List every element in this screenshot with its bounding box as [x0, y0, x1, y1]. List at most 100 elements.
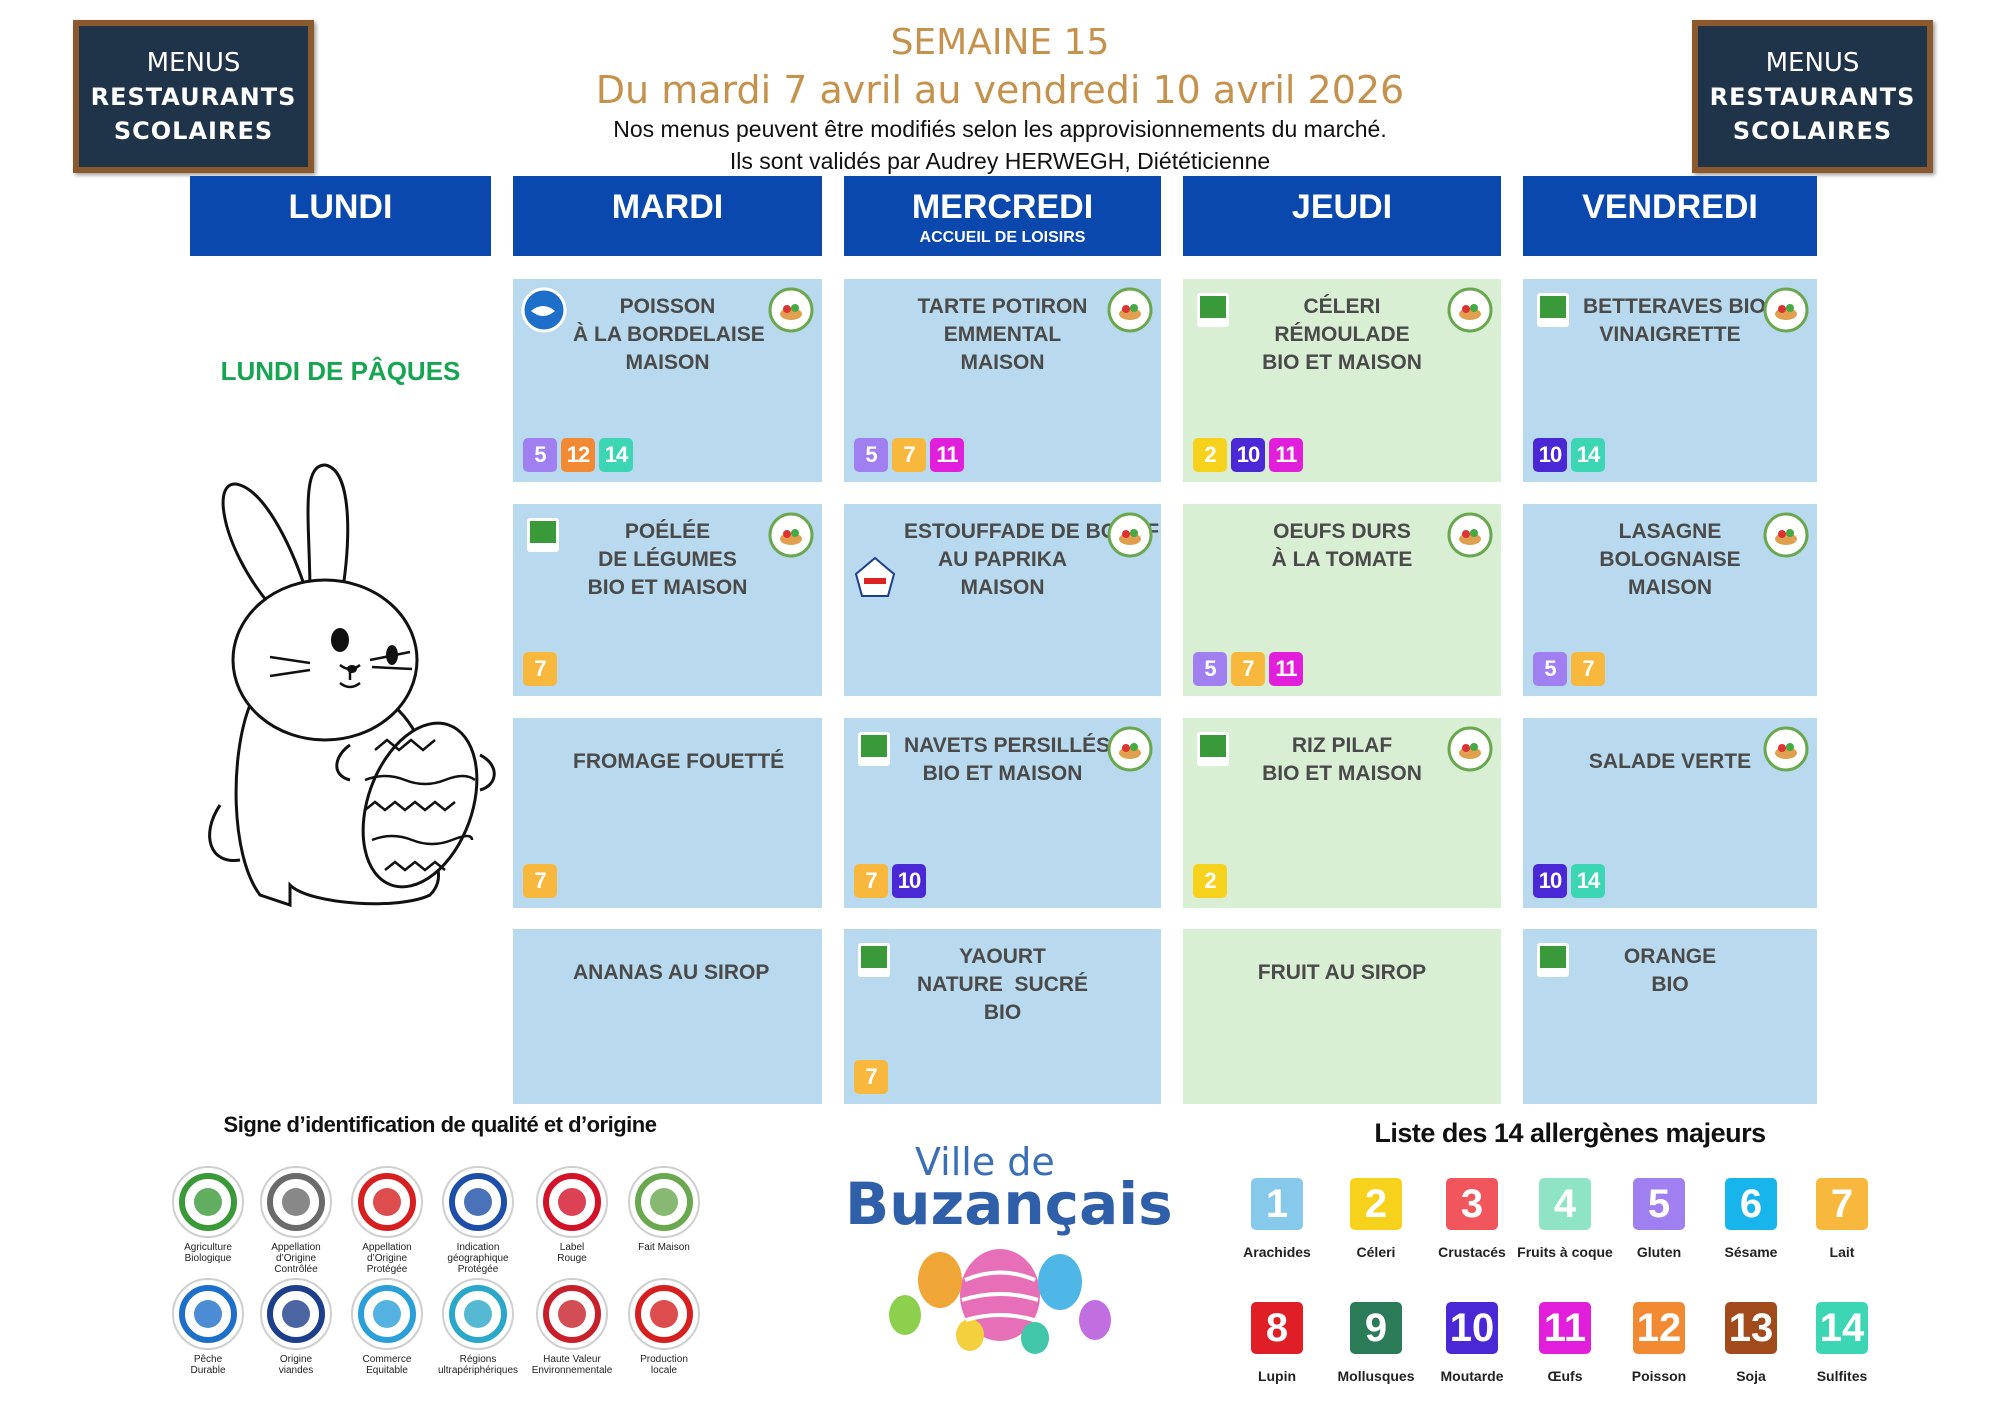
quality-icon — [1763, 287, 1809, 333]
dish-line: FROMAGE FOUETTÉ — [573, 750, 785, 773]
quality-icon — [858, 732, 890, 766]
dish-line: FRUIT AU SIROP — [1257, 961, 1427, 984]
sign-label: Label Rouge — [527, 1242, 617, 1264]
menu-cell: LASAGNE BOLOGNAISE MAISON 5 7 — [1523, 504, 1817, 696]
dish-line: BIO — [983, 1001, 1022, 1024]
allergen-name: Mollusques — [1337, 1368, 1415, 1384]
allergen-badge: 10 — [892, 864, 926, 898]
allergen-number: 8 — [1251, 1302, 1303, 1354]
sign-logo — [351, 1166, 423, 1238]
quality-icon — [1447, 512, 1493, 558]
day-name: MERCREDI — [911, 188, 1094, 226]
allergen-number: 14 — [1816, 1302, 1868, 1354]
sign-logo — [442, 1278, 514, 1350]
sign-label-line: Régions — [459, 1354, 497, 1365]
allergen-badge: 7 — [523, 864, 557, 898]
dish: ANANAS AU SIROP — [573, 959, 769, 987]
day-name: JEUDI — [1291, 188, 1393, 226]
sign-label-line: d’Origine — [275, 1253, 317, 1264]
menu-cell: POISSON À LA BORDELAISE MAISON 5 12 14 — [513, 279, 822, 482]
dish-line: BIO ET MAISON — [587, 576, 748, 599]
dish-line: MAISON — [960, 351, 1045, 374]
allergen-badge: 10 — [1533, 864, 1567, 898]
sign-logo — [172, 1278, 244, 1350]
dish-line: YAOURT — [959, 945, 1046, 968]
day-subtitle: ACCUEIL DE LOISIRS — [919, 229, 1086, 246]
sign-logo — [172, 1166, 244, 1238]
sign-label-line: géographique — [447, 1253, 509, 1264]
allergen-name: Moutarde — [1440, 1368, 1504, 1384]
sign-logo — [260, 1278, 332, 1350]
menu-cell: POÉLÉE DE LÉGUMES BIO ET MAISON 7 — [513, 504, 822, 696]
day-header: LUNDI — [190, 176, 491, 256]
menu-cell: YAOURT NATURE SUCRÉ BIO 7 — [844, 929, 1161, 1104]
menu-cell: BETTERAVES BIO VINAIGRETTE 10 14 — [1523, 279, 1817, 482]
dish: SALADE VERTE — [1583, 748, 1757, 776]
dish-line: POISSON — [619, 295, 716, 318]
menu-cell: ORANGE BIO — [1523, 929, 1817, 1104]
sign-label: Agriculture Biologique — [163, 1242, 253, 1264]
dish-line: ORANGE — [1623, 945, 1717, 968]
dish-line: SALADE VERTE — [1588, 750, 1752, 773]
allergen-number: 5 — [1633, 1178, 1685, 1230]
dish: ESTOUFFADE DE BOEUF AU PAPRIKA MAISON — [904, 518, 1159, 602]
menu-cell: CÉLERI RÉMOULADE BIO ET MAISON 2 10 11 — [1183, 279, 1501, 482]
quality-icon — [858, 943, 890, 977]
sign-logo — [536, 1166, 608, 1238]
dish-line: BOLOGNAISE — [1599, 548, 1741, 571]
allergen-badge: 10 — [1231, 438, 1265, 472]
dish: OEUFS DURS À LA TOMATE — [1243, 518, 1441, 574]
allergen-badge: 14 — [599, 438, 633, 472]
quality-icon — [1763, 512, 1809, 558]
sign-label-line: Pêche — [193, 1354, 223, 1365]
allergen-badge: 7 — [523, 652, 557, 686]
dish-line: OEUFS DURS — [1273, 520, 1411, 543]
allergen-name: Fruits à coque — [1517, 1244, 1613, 1260]
quality-icon — [768, 512, 814, 558]
menu-cell: FROMAGE FOUETTÉ 7 — [513, 718, 822, 908]
allergen-badge: 5 — [523, 438, 557, 472]
signs-title: Signe d’identification de qualité et d’o… — [223, 1112, 657, 1137]
dish-line: BIO ET MAISON — [1262, 351, 1422, 374]
dish: LASAGNE BOLOGNAISE MAISON — [1583, 518, 1757, 602]
sign-label-line: Origine — [279, 1354, 313, 1365]
week-title: SEMAINE 15 — [890, 22, 1110, 63]
menu-cell: OEUFS DURS À LA TOMATE 5 7 11 — [1183, 504, 1501, 696]
sign-label-line: Agriculture — [184, 1242, 232, 1253]
allergen-name: Arachides — [1243, 1244, 1311, 1260]
allergen-badge: 10 — [1533, 438, 1567, 472]
sign-label-line: Appellation — [271, 1242, 321, 1253]
allergen-badge: 7 — [1571, 652, 1605, 686]
badge-text: RESTAURANTS — [1709, 82, 1916, 111]
easter-eggs — [889, 1249, 1111, 1354]
quality-icon — [768, 287, 814, 333]
quality-icon — [1107, 726, 1153, 772]
sign-label: Indication géographique Protégée — [433, 1242, 523, 1275]
sign-label-line: Commerce — [362, 1354, 412, 1365]
allergen-name: Poisson — [1631, 1368, 1687, 1384]
allergen-badge: 5 — [1193, 652, 1227, 686]
dish-line: RIZ PILAF — [1291, 734, 1393, 757]
sign-label-line: Indication — [456, 1242, 500, 1253]
holiday-note: LUNDI DE PÂQUES — [220, 356, 461, 386]
sign-label: Appellation d’Origine Contrôlée — [251, 1242, 341, 1275]
sign-label-line: locale — [650, 1365, 678, 1376]
dish-line: EMMENTAL — [943, 323, 1062, 346]
logo-line1: Ville de — [915, 1140, 1055, 1184]
week-dates: Du mardi 7 avril au vendredi 10 avril 20… — [595, 68, 1405, 112]
sign-label: Pêche Durable — [163, 1354, 253, 1376]
day-name: VENDREDI — [1582, 188, 1758, 226]
quality-icon — [1763, 726, 1809, 772]
dish: BETTERAVES BIO VINAIGRETTE — [1583, 293, 1766, 349]
allergen-badge: 2 — [1193, 864, 1227, 898]
dish-line: MAISON — [960, 576, 1045, 599]
allergen-badge: 12 — [561, 438, 595, 472]
dish-line: CÉLERI — [1303, 295, 1381, 318]
allergen-badge: 7 — [892, 438, 926, 472]
dish: POISSON À LA BORDELAISE MAISON — [573, 293, 765, 377]
allergen-badge: 7 — [854, 864, 888, 898]
dish: ORANGE BIO — [1583, 943, 1757, 999]
dish: NAVETS PERSILLÉS BIO ET MAISON — [904, 732, 1110, 788]
allergen-badge: 11 — [1269, 652, 1303, 686]
dish-line: POÉLÉE — [624, 520, 711, 543]
